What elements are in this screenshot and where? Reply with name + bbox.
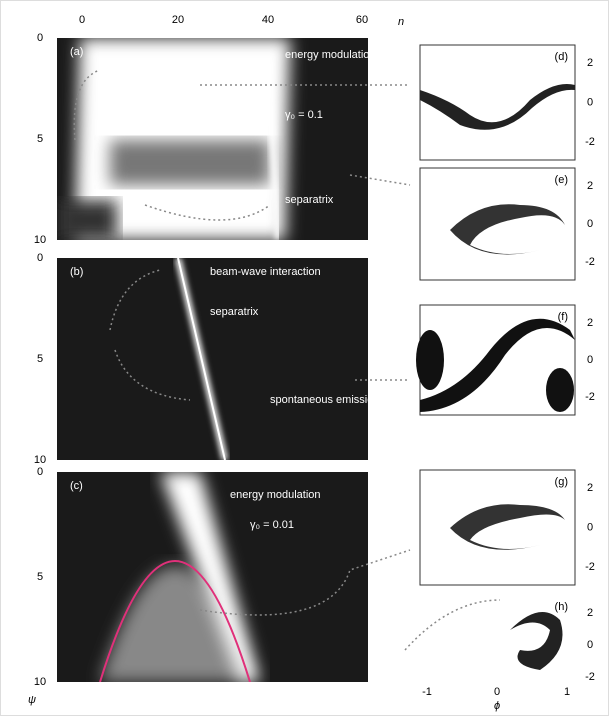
annotation: γ₀ = 0.1	[285, 109, 323, 121]
x-tick-label: -1	[422, 686, 432, 698]
panel-label: (b)	[70, 266, 83, 278]
y-tick-label: 0	[37, 252, 43, 264]
y-tick-label: 0	[37, 32, 43, 44]
connectors	[73, 69, 501, 651]
inset-label: (g)	[555, 476, 568, 488]
annotation: separatrix	[285, 194, 334, 206]
top-axis-label: n	[398, 16, 404, 28]
inset-tick-label: 0	[587, 218, 593, 230]
panel-label: (c)	[70, 480, 83, 492]
top-tick-label: 60	[356, 14, 368, 26]
annotation: spontaneous emission	[270, 394, 379, 406]
inset-tick-label: 2	[587, 180, 593, 192]
inset-tick-label: 0	[587, 354, 593, 366]
inset-tick-label: 2	[587, 57, 593, 69]
x-tick-label: 0	[494, 686, 500, 698]
inset-tick-label: -2	[585, 671, 595, 683]
y-tick-label: 5	[37, 133, 43, 145]
panel-label: (a)	[70, 46, 83, 58]
inset-label: (e)	[555, 174, 568, 186]
inset-tick-label: -2	[585, 256, 595, 268]
inset-tick-label: 2	[587, 482, 593, 494]
annotation: beam-wave interaction	[210, 266, 321, 278]
y-tick-label: 10	[34, 234, 46, 246]
heatmap-b	[57, 258, 368, 460]
y-tick-label: 5	[37, 353, 43, 365]
inset-tick-label: -2	[585, 391, 595, 403]
top-tick-label: 0	[79, 14, 85, 26]
annotation: energy modulation	[285, 49, 376, 61]
inset-tick-label: 0	[587, 639, 593, 651]
inset-label: (f)	[558, 311, 568, 323]
top-tick-label: 20	[172, 14, 184, 26]
y-tick-label: 0	[37, 466, 43, 478]
y-tick-label: 10	[34, 676, 46, 688]
annotation: separatrix	[210, 306, 259, 318]
y-tick-label: 10	[34, 454, 46, 466]
inset-tick-label: -2	[585, 561, 595, 573]
x-tick-label: 1	[564, 686, 570, 698]
inset-tick-label: 0	[587, 521, 593, 533]
annotation: γ₀ = 0.01	[250, 519, 294, 531]
left-axis-label: ψ	[28, 694, 36, 706]
inset-shapes	[416, 84, 575, 670]
inset-tick-label: 0	[587, 96, 593, 108]
top-tick-label: 40	[262, 14, 274, 26]
bottom-axis-label: ϕ	[494, 700, 500, 712]
y-tick-label: 5	[37, 571, 43, 583]
inset-label: (h)	[555, 601, 568, 613]
inset-tick-label: -2	[585, 136, 595, 148]
inset-tick-label: 2	[587, 317, 593, 329]
heatmap-a	[57, 38, 368, 240]
inset-tick-label: 2	[587, 607, 593, 619]
inset-label: (d)	[555, 51, 568, 63]
annotation: energy modulation	[230, 489, 321, 501]
heatmap-c	[57, 472, 368, 682]
